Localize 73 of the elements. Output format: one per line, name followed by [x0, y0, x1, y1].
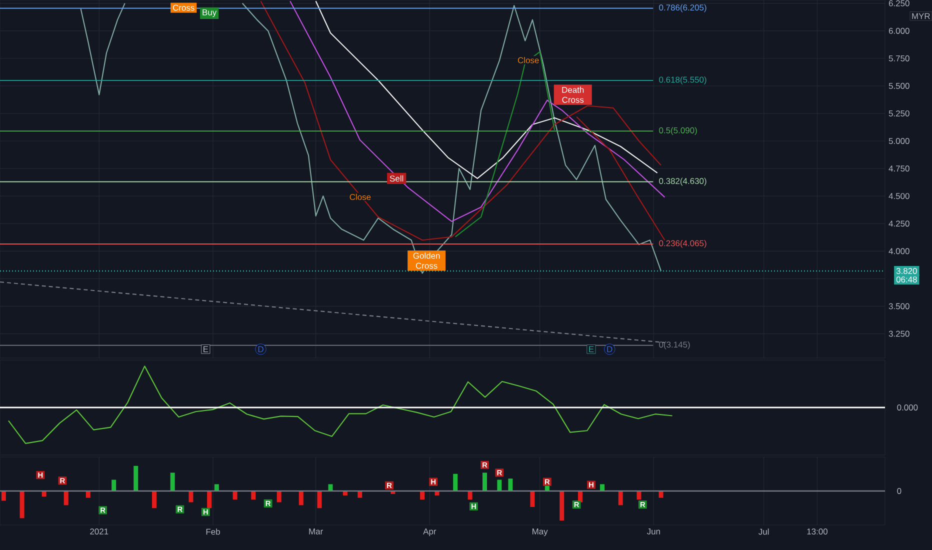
bar — [600, 484, 604, 491]
bar — [64, 491, 68, 506]
bar — [328, 484, 333, 491]
y-tick-label: 4.250 — [888, 220, 910, 227]
annotation: Golden Cross — [413, 252, 440, 269]
bar — [317, 491, 322, 508]
x-tick-label: Apr — [423, 528, 436, 536]
ref-line-label: 3.820 — [896, 268, 917, 274]
y-tick-label: 4.750 — [888, 166, 910, 172]
annotation: D — [607, 346, 612, 352]
bar — [170, 472, 175, 491]
bar — [1, 491, 6, 501]
y-tick-label: 5.750 — [888, 55, 910, 62]
text: 06:48 — [896, 276, 917, 282]
annotation: E — [589, 346, 594, 352]
bar — [86, 491, 90, 498]
y-tick-label: 6.000 — [888, 28, 910, 34]
y-tick-label: 3.250 — [888, 330, 910, 337]
bar — [251, 491, 256, 500]
x-tick-label: Jun — [646, 528, 660, 534]
annotation: E — [204, 346, 208, 352]
ref-line-label: 0.786(6.205) — [659, 4, 706, 12]
x-tick-label: Mar — [309, 528, 323, 534]
bar — [482, 472, 487, 491]
x-tick-label: 2021 — [90, 528, 108, 535]
ref-line-label: 0.236(4.065) — [659, 240, 706, 248]
y-tick-label: 4.000 — [888, 248, 910, 254]
ref-line-label: 0(3.145) — [659, 341, 690, 350]
annotation: Close — [350, 194, 371, 200]
bar — [152, 491, 156, 508]
x-tick-label: Feb — [206, 528, 220, 535]
annotation: Close — [518, 57, 539, 64]
bar — [530, 491, 535, 507]
bar — [214, 484, 219, 491]
bar — [468, 491, 472, 500]
bar — [658, 491, 664, 498]
annotation: D — [258, 346, 264, 352]
bar — [636, 491, 642, 500]
bar — [188, 491, 194, 502]
bar — [207, 491, 212, 508]
ref-line-label: 0 — [897, 488, 902, 494]
bar — [112, 480, 116, 491]
line-series — [454, 51, 556, 238]
annotation: Death Cross — [562, 86, 584, 103]
annotation: Cross — [172, 4, 194, 11]
bar — [497, 480, 502, 491]
bar — [298, 491, 304, 506]
ref-line-label: 0.000 — [897, 404, 918, 410]
annotation: Sell — [390, 175, 404, 182]
x-tick-label: May — [532, 528, 548, 536]
bar — [618, 491, 623, 506]
x-tick-label: Jul — [758, 528, 769, 535]
ref-line-label: 0.5(5.090) — [659, 127, 697, 136]
y-tick-label: 4.500 — [888, 193, 910, 200]
bar — [276, 491, 282, 502]
bar — [20, 491, 24, 518]
bar — [232, 491, 238, 500]
y-tick-label: 5.250 — [888, 110, 910, 116]
ref-line-label: 0.382(4.630) — [659, 178, 706, 186]
y-tick-label: 5.500 — [888, 82, 910, 89]
bar — [508, 478, 513, 491]
bar — [358, 491, 362, 498]
annotation: Buy — [202, 9, 217, 17]
bar — [134, 466, 138, 491]
bar — [453, 474, 458, 491]
bar — [560, 491, 564, 521]
y-tick-label: 3.500 — [888, 303, 910, 310]
bar — [420, 491, 425, 500]
x-tick-label: 13:00 — [807, 528, 828, 535]
y-tick-label: 5.000 — [888, 138, 910, 144]
ref-line-label: 0.618(5.550) — [659, 76, 706, 84]
y-tick-label: 6.250 — [888, 0, 910, 6]
text: MYR — [912, 13, 930, 20]
